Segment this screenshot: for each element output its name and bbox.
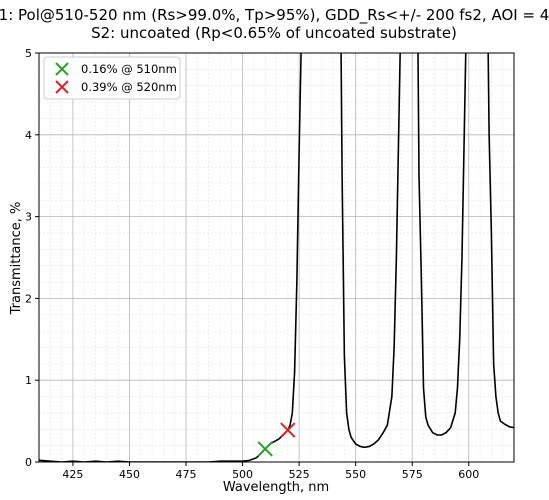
y-tick-label: 3 <box>25 211 32 224</box>
grid <box>38 52 515 463</box>
legend-label-2: 0.39% @ 520nm <box>81 80 177 94</box>
y-tick-label: 1 <box>25 374 32 387</box>
legend-box <box>43 56 181 100</box>
x-axis-label: Wavelength, nm <box>223 480 329 495</box>
y-tick-label: 5 <box>25 47 32 60</box>
data-marker-1-stroke-b <box>257 441 273 457</box>
y-tick-label: 0 <box>25 456 32 469</box>
y-tick-label: 4 <box>25 129 32 142</box>
data-marker-2-stroke-b <box>280 422 296 438</box>
data-marker-2 <box>280 422 296 438</box>
series-line-2 <box>340 53 401 449</box>
x-tick-label: 575 <box>402 468 423 481</box>
x-tick-label: 450 <box>119 468 140 481</box>
plot-frame <box>38 52 515 463</box>
x-tick-label: 525 <box>289 468 310 481</box>
x-tick-label: 500 <box>232 468 253 481</box>
series-line-1 <box>39 53 302 462</box>
chart-title-line-2: S2: uncoated (Rp<0.65% of uncoated subst… <box>91 24 457 42</box>
x-tick-label: 550 <box>345 468 366 481</box>
legend-marker-1-stroke-b <box>55 62 69 76</box>
y-tick-label: 2 <box>25 292 32 305</box>
series-line-4 <box>487 53 514 429</box>
legend: 0.16% @ 510nm 0.39% @ 520nm <box>43 56 181 100</box>
legend-label-1: 0.16% @ 510nm <box>81 62 177 76</box>
tick-labels: 425 450 475 500 525 550 575 600 0 1 2 3 4 5 <box>25 47 479 481</box>
x-tick-label: 475 <box>176 468 197 481</box>
chart-title-line-1: S1: Pol@510-520 nm (Rs>99.0%, Tp>95%), G… <box>0 6 549 25</box>
x-tick-label: 425 <box>62 468 83 481</box>
x-tick-label: 600 <box>458 468 479 481</box>
y-axis-label: Transmittance, % <box>9 202 24 316</box>
legend-marker-2-stroke-b <box>55 80 69 94</box>
series-line-3 <box>417 53 467 436</box>
marker-layer <box>257 422 296 457</box>
legend-marker-1 <box>55 62 69 76</box>
axes <box>35 52 515 466</box>
data-marker-1 <box>257 441 273 457</box>
legend-marker-2 <box>55 80 69 94</box>
